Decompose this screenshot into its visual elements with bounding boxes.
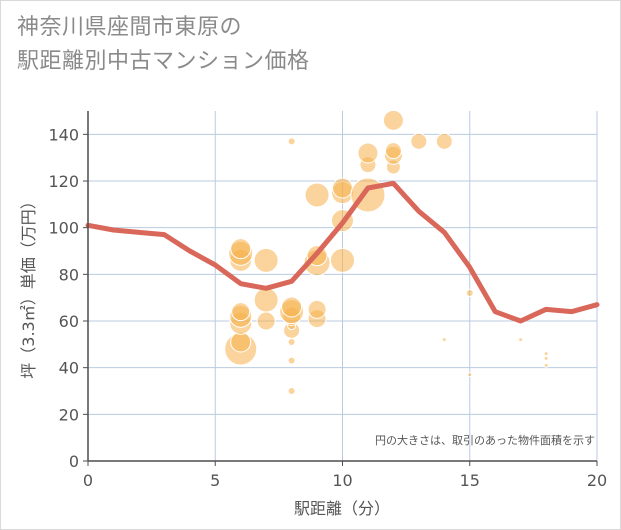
x-tick-labels: 0 5 10 15 20 xyxy=(83,471,607,490)
scatter-point xyxy=(231,302,251,322)
bubble-series xyxy=(224,109,549,395)
chart-title-line-1: 神奈川県座間市東原の xyxy=(17,15,243,40)
x-tick-label: 5 xyxy=(210,471,220,490)
scatter-point xyxy=(332,177,353,199)
scatter-point xyxy=(256,311,276,331)
scatter-point xyxy=(304,182,330,208)
scatter-point xyxy=(382,109,404,131)
axes xyxy=(83,111,598,466)
chart-title-line-2: 駅距離別中古マンション価格 xyxy=(17,49,310,74)
y-tick-label: 120 xyxy=(48,172,79,191)
scatter-point xyxy=(281,296,303,318)
x-tick-label: 10 xyxy=(332,471,352,490)
scatter-point xyxy=(518,337,524,343)
scatter-point xyxy=(435,132,453,150)
y-tick-label: 80 xyxy=(59,265,79,284)
scatter-point xyxy=(307,299,327,319)
x-tick-label: 0 xyxy=(83,471,93,490)
chart-title: 神奈川県座間市東原の 駅距離別中古マンション価格 xyxy=(17,11,310,79)
scatter-point xyxy=(253,247,279,273)
x-axis-label: 駅距離（分） xyxy=(294,499,390,518)
scatter-point xyxy=(410,132,428,150)
scatter-point xyxy=(287,387,296,395)
scatter-point xyxy=(543,351,549,357)
trend-line-series xyxy=(85,180,600,324)
trend-line xyxy=(85,180,600,324)
y-tick-label: 60 xyxy=(59,312,79,331)
scatter-point xyxy=(287,356,296,365)
scatter-point xyxy=(384,142,402,160)
y-tick-label: 40 xyxy=(59,359,79,378)
y-tick-label: 140 xyxy=(48,125,79,144)
scatter-point xyxy=(465,289,474,297)
scatter-point xyxy=(543,362,549,368)
scatter-point xyxy=(230,331,252,353)
scatter-point xyxy=(543,355,549,361)
y-tick-label: 0 xyxy=(69,452,79,471)
scatter-point xyxy=(357,142,379,164)
y-tick-label: 20 xyxy=(59,405,79,424)
y-tick-label: 100 xyxy=(48,219,79,238)
scatter-point xyxy=(467,372,473,378)
scatter-point xyxy=(330,247,355,273)
scatter-point xyxy=(287,137,296,146)
scatter-point xyxy=(253,287,279,313)
y-axis-label: 坪（3.3㎡）単価（万円） xyxy=(19,193,38,378)
y-tick-labels: 0 20 40 60 80 100 120 140 xyxy=(48,125,79,471)
x-tick-label: 20 xyxy=(587,471,607,490)
x-tick-label: 15 xyxy=(460,471,480,490)
scatter-point xyxy=(287,338,296,346)
scatter-point xyxy=(441,337,447,343)
bubble-size-note: 円の大きさは、取引のあった物件面積を示す xyxy=(375,433,595,447)
scatter-point xyxy=(230,238,252,260)
